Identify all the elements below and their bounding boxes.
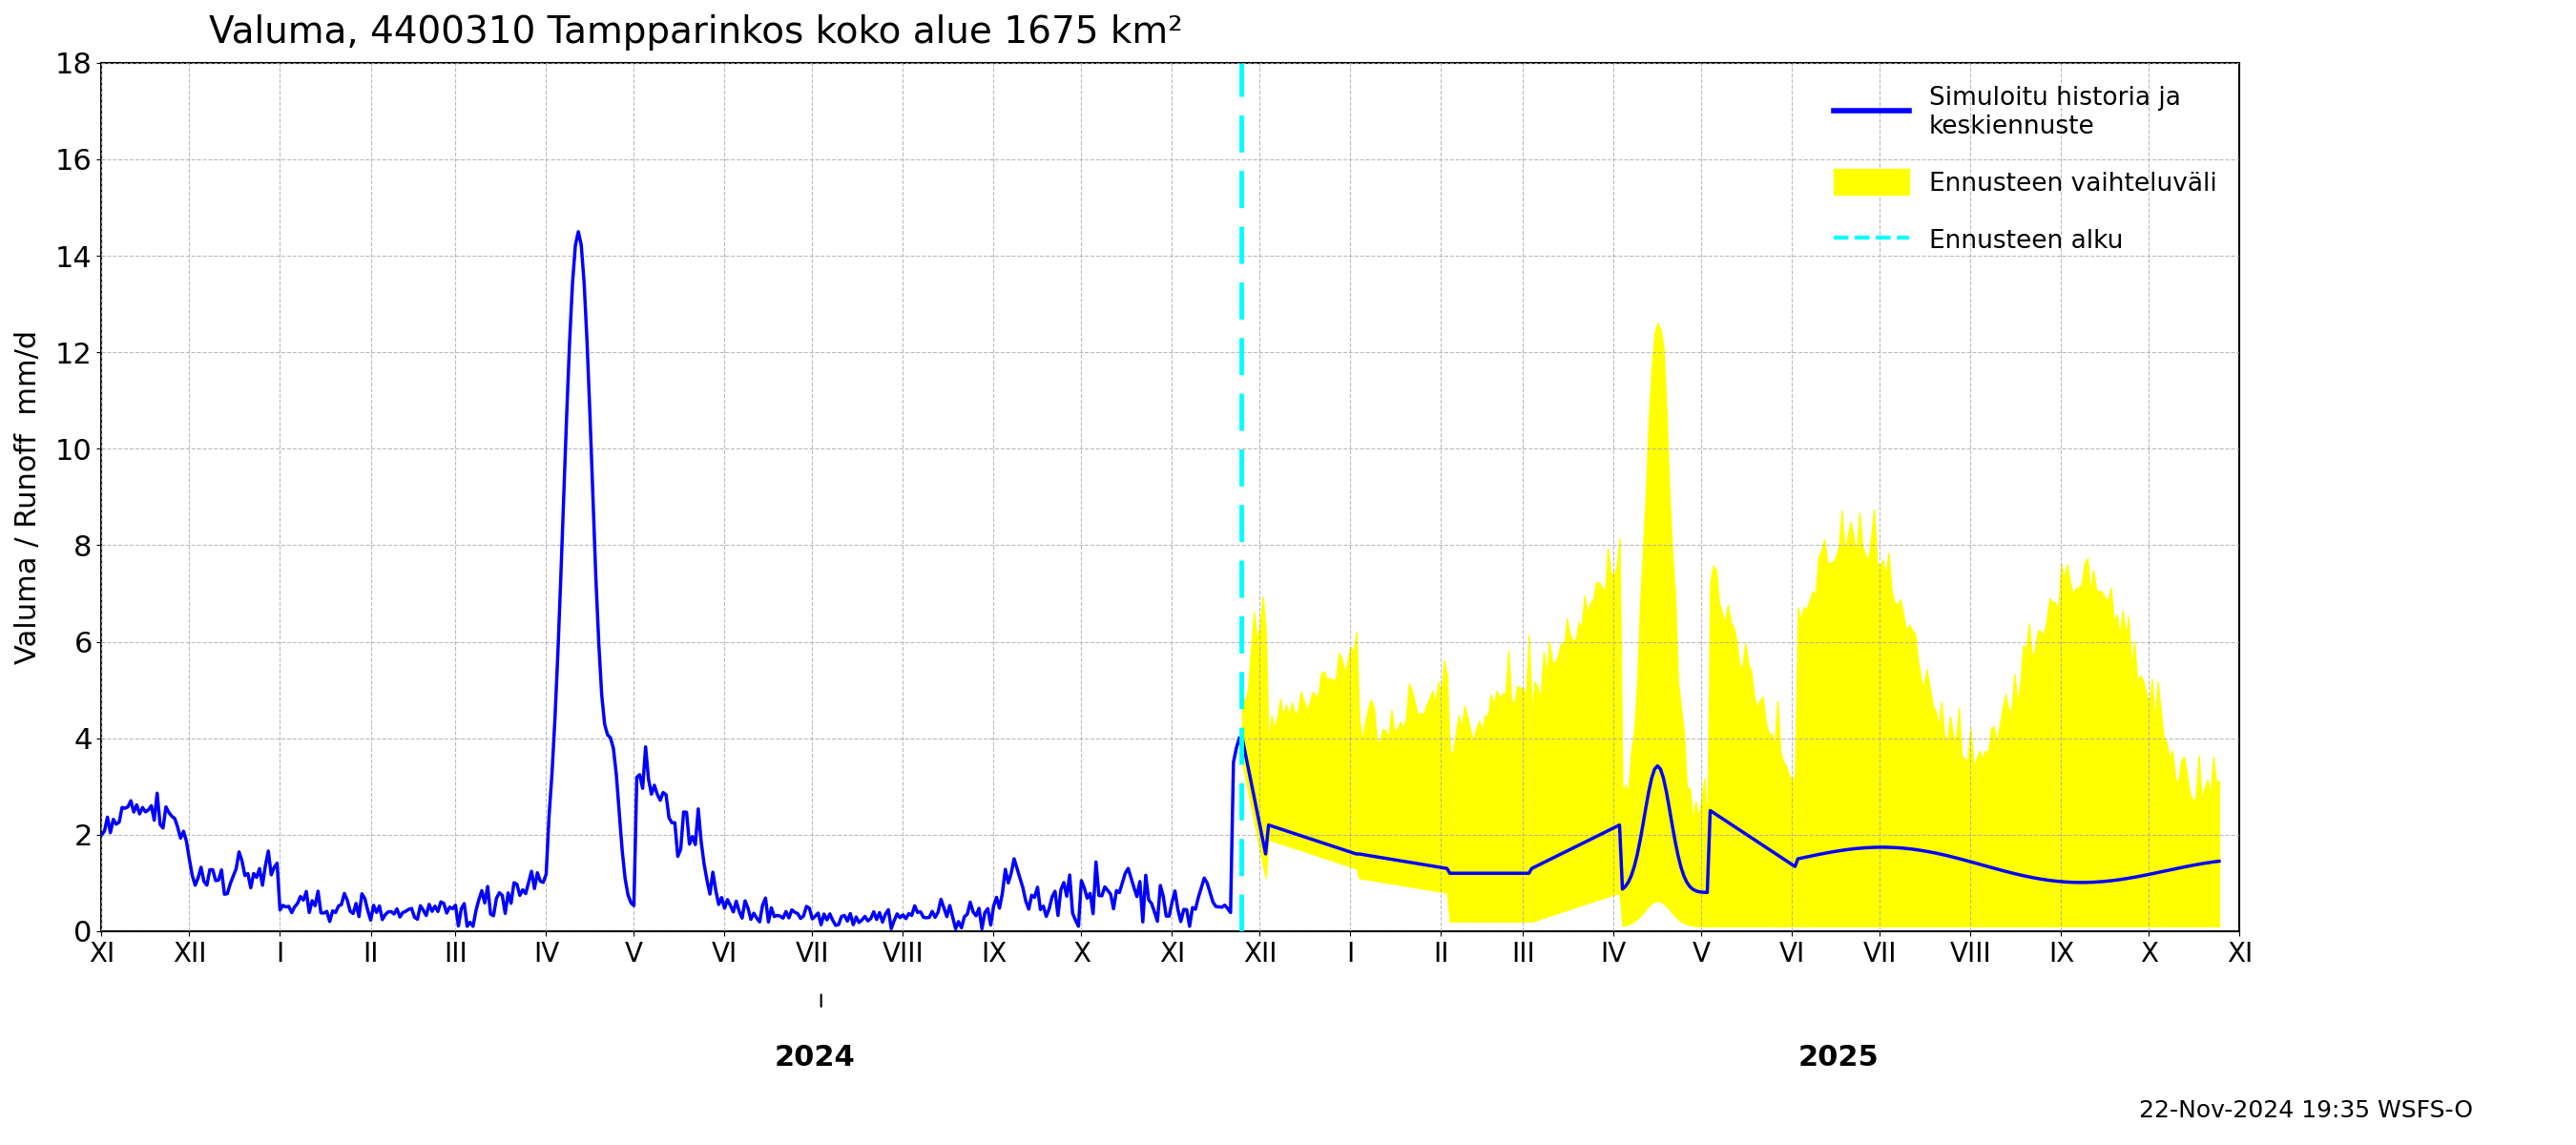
Text: Valuma, 4400310 Tampparinkos koko alue 1675 km²: Valuma, 4400310 Tampparinkos koko alue 1… [209,14,1182,50]
Text: 2025: 2025 [1798,1044,1880,1072]
Text: 2024: 2024 [775,1044,855,1072]
Legend: Simuloitu historia ja
keskiennuste, Ennusteen vaihteluväli, Ennusteen alku: Simuloitu historia ja keskiennuste, Ennu… [1824,76,2228,263]
Y-axis label: Valuma / Runoff  mm/d: Valuma / Runoff mm/d [15,330,41,664]
Text: 22-Nov-2024 19:35 WSFS-O: 22-Nov-2024 19:35 WSFS-O [2138,1099,2473,1122]
